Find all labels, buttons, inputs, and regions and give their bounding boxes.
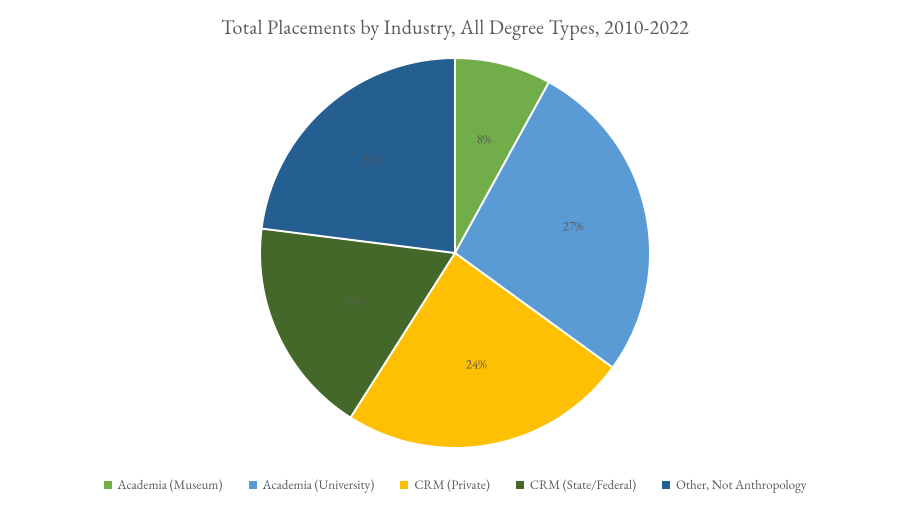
legend-label: Academia (University)	[263, 476, 375, 493]
legend-item: CRM (State/Federal)	[516, 476, 636, 493]
legend-swatch	[104, 481, 112, 489]
legend-swatch	[516, 481, 524, 489]
legend-item: Academia (Museum)	[104, 476, 223, 493]
legend-swatch	[249, 481, 257, 489]
chart-title: Total Placements by Industry, All Degree…	[0, 14, 910, 40]
pie-svg	[258, 56, 652, 450]
legend-label: Other, Not Anthropology	[676, 476, 806, 493]
pie-area: 8%27%24%18%23%	[0, 55, 910, 450]
legend-item: Other, Not Anthropology	[662, 476, 806, 493]
legend-item: CRM (Private)	[400, 476, 490, 493]
legend-item: Academia (University)	[249, 476, 375, 493]
chart-container: Total Placements by Industry, All Degree…	[0, 0, 910, 513]
legend-swatch	[662, 481, 670, 489]
pie-slice	[262, 58, 455, 253]
legend-swatch	[400, 481, 408, 489]
legend-label: CRM (State/Federal)	[530, 476, 636, 493]
legend-label: Academia (Museum)	[118, 476, 223, 493]
chart-legend: Academia (Museum) Academia (University) CR…	[0, 476, 910, 493]
legend-label: CRM (Private)	[414, 476, 490, 493]
